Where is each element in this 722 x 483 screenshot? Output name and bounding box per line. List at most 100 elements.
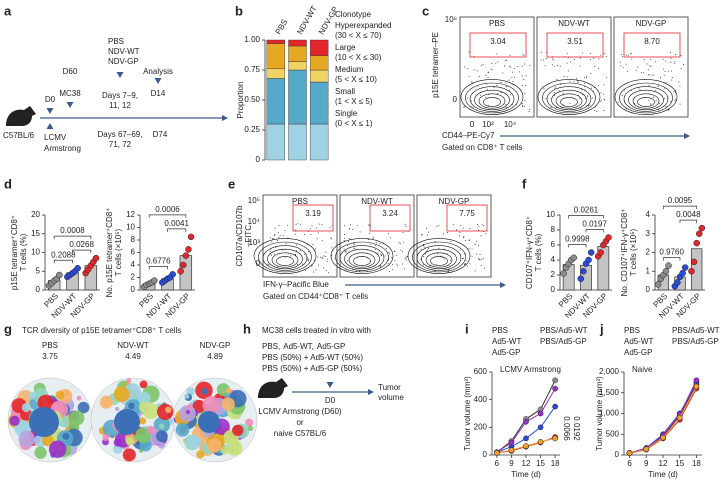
event-dot [523,106,525,108]
y-tick-label: 600 [474,367,488,376]
event-dot [617,101,619,103]
event-dot [466,97,468,99]
event-dot [398,242,400,244]
significance-bracket [662,205,698,210]
contour [258,241,312,273]
event-dot [394,250,396,252]
y-tick-label: 12 [126,210,135,219]
clone-bubble [128,402,135,410]
event-dot [377,252,379,254]
event-dot [630,52,632,54]
label: 11, 12 [109,101,131,110]
x-tick-label: 15 [675,459,684,468]
event-dot [313,271,315,273]
event-dot [286,224,288,226]
event-dot [566,52,568,54]
arrowhead [66,102,74,108]
p-value: 0.6776 [146,256,171,265]
bar-segment [309,39,329,56]
clone-bubble [113,386,130,403]
event-dot [404,258,406,260]
treatment: PBS (50%) + Ad5-GP (50%) [262,364,362,373]
data-point [523,418,529,425]
event-dot [638,87,640,89]
event-dot [310,228,312,230]
event-dot [577,81,579,83]
clone-bubble [122,448,136,462]
contour [339,245,385,271]
event-dot [509,94,511,96]
event-dot [321,239,323,241]
event-dot [434,241,436,243]
event-dot [584,97,586,99]
y-tick-label: 0 [551,285,556,294]
event-dot [374,249,376,251]
event-dot [585,77,587,79]
gate [469,32,527,58]
event-dot [542,59,544,61]
label: C57BL/6 [3,131,35,140]
event-dot [326,258,328,260]
event-dot [479,95,481,97]
event-dot [473,69,475,71]
event-dot [663,74,665,76]
event-dot [640,72,642,74]
event-dot [563,75,565,77]
event-dot [477,244,479,246]
y-tick-label: 0 [256,155,261,164]
event-dot [317,256,319,258]
clone-bubble [187,435,202,449]
event-dot [567,70,569,72]
event-dot [553,59,555,61]
event-dot [593,109,595,111]
event-dot [581,52,583,54]
event-dot [330,238,332,240]
contour [253,238,317,274]
event-dot [566,76,568,78]
event-dot [521,75,523,77]
event-dot [462,227,464,229]
event-dot [426,227,428,229]
clone-bubble [157,403,174,421]
label: LCMV [44,133,67,142]
legend-entry: Single [335,109,358,118]
event-dot [493,87,495,89]
y-tick-label: 1,500 [599,388,620,397]
event-dot [468,248,470,250]
event-dot [353,243,355,245]
x-axis-label: Time (d) [511,470,541,479]
y-tick-label: 1,000 [599,409,620,418]
event-dot [604,99,606,101]
event-dot [655,89,657,91]
event-dot [465,260,467,262]
data-point [597,249,604,256]
event-dot [456,229,458,231]
event-dot [385,247,387,249]
event-dot [671,79,673,81]
event-dot [273,234,275,236]
clone-bubble [76,395,82,401]
event-dot [474,243,476,245]
event-dot [512,80,514,82]
event-dot [545,97,547,99]
event-dot [311,225,313,227]
contour [474,89,510,111]
contour [412,241,466,273]
event-dot [558,90,560,92]
panel-letter: a [4,3,12,18]
event-dot [524,99,526,101]
event-dot [651,74,653,76]
event-dot [296,250,298,252]
event-dot [344,250,346,252]
y-tick-label: 4 [646,210,651,219]
legend-entry: PBS/Ad5-WT [672,326,720,335]
x-tick-label: 12 [659,459,668,468]
contour [421,248,457,270]
event-dot [621,54,623,56]
plot-frame [536,16,612,118]
event-dot [449,259,451,261]
y-tick-label: 2,000 [599,367,620,376]
data-point [185,246,192,253]
event-dot [502,72,504,74]
event-dot [569,80,571,82]
